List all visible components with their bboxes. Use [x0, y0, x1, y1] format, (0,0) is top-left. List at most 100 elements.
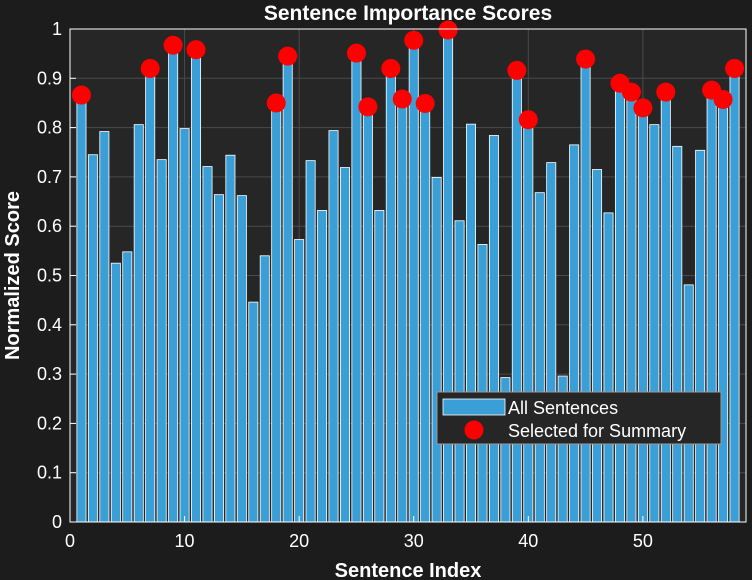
- markers-layer: [71, 20, 745, 130]
- selected-marker: [392, 89, 412, 109]
- chart-title: Sentence Importance Scores: [264, 2, 552, 25]
- bar: [637, 107, 648, 523]
- bar: [580, 58, 591, 523]
- bar: [259, 255, 270, 523]
- bar: [488, 135, 499, 523]
- bar: [431, 176, 442, 523]
- selected-marker: [621, 82, 641, 102]
- bar: [466, 123, 477, 523]
- bar: [271, 102, 282, 523]
- bar: [328, 130, 339, 523]
- bar: [110, 262, 121, 523]
- y-tick-label: 0.2: [37, 413, 62, 433]
- y-tick-label: 0.1: [37, 463, 62, 483]
- bar: [362, 106, 373, 523]
- x-tick-label: 0: [65, 531, 75, 551]
- bar: [397, 98, 408, 523]
- bar: [374, 210, 385, 523]
- bar: [420, 103, 431, 523]
- selected-marker: [358, 97, 378, 117]
- bar: [443, 29, 454, 523]
- selected-marker: [507, 60, 527, 80]
- bar: [351, 52, 362, 523]
- y-tick-label: 0.3: [37, 364, 62, 384]
- selected-marker: [186, 40, 206, 60]
- y-tick-label: 0.7: [37, 167, 62, 187]
- bar: [626, 91, 637, 523]
- selected-marker: [163, 35, 183, 55]
- bar: [706, 89, 717, 523]
- bar: [294, 239, 305, 523]
- bar: [385, 68, 396, 523]
- bar: [523, 119, 534, 523]
- selected-marker: [381, 58, 401, 78]
- bar: [191, 49, 202, 523]
- bar: [603, 212, 614, 523]
- bar: [145, 68, 156, 523]
- y-tick-label: 0.8: [37, 118, 62, 138]
- y-tick-label: 0: [52, 512, 62, 532]
- bar: [592, 169, 603, 523]
- selected-marker: [415, 93, 435, 113]
- x-tick-label: 30: [404, 531, 424, 551]
- bar: [76, 94, 87, 523]
- legend-label-all-sentences: All Sentences: [508, 398, 618, 418]
- x-axis-label: Sentence Index: [335, 560, 482, 580]
- bar: [179, 128, 190, 523]
- bar: [477, 244, 488, 523]
- bar: [305, 160, 316, 523]
- bar: [718, 99, 729, 523]
- bar: [282, 55, 293, 523]
- bar: [225, 154, 236, 523]
- y-tick-label: 0.6: [37, 216, 62, 236]
- selected-marker: [576, 49, 596, 69]
- legend-marker-swatch: [464, 420, 484, 440]
- legend-label-selected: Selected for Summary: [508, 421, 686, 441]
- bar: [546, 162, 557, 523]
- bar: [213, 194, 224, 523]
- bar: [317, 210, 328, 523]
- bar: [168, 44, 179, 523]
- selected-marker: [518, 110, 538, 130]
- selected-marker: [725, 58, 745, 78]
- y-tick-label: 0.5: [37, 266, 62, 286]
- bar: [339, 167, 350, 523]
- y-tick-label: 1: [52, 19, 62, 39]
- selected-marker: [713, 89, 733, 109]
- bar: [156, 159, 167, 523]
- x-tick-label: 50: [633, 531, 653, 551]
- bar: [99, 131, 110, 523]
- bar: [672, 145, 683, 523]
- selected-marker: [404, 30, 424, 50]
- bar: [202, 166, 213, 523]
- selected-marker: [266, 93, 286, 113]
- bar: [534, 192, 545, 523]
- ticks-layer: 0 10 20 30 40 50 0 0.1 0.2 0.3 0.4 0.5 0.6 0.7 0.8 0.9 1: [37, 19, 653, 551]
- y-tick-label: 0.9: [37, 68, 62, 88]
- bar: [236, 195, 247, 523]
- bar: [248, 301, 259, 523]
- x-tick-label: 40: [518, 531, 538, 551]
- bar: [695, 149, 706, 523]
- bar: [729, 68, 740, 523]
- bar: [122, 251, 133, 523]
- y-axis-label: Normalized Score: [2, 191, 24, 360]
- bar: [87, 154, 98, 523]
- selected-marker: [140, 58, 160, 78]
- x-tick-label: 10: [175, 531, 195, 551]
- bar: [454, 220, 465, 523]
- bar: [133, 124, 144, 523]
- bar: [614, 82, 625, 523]
- selected-marker: [71, 85, 91, 105]
- selected-marker: [438, 20, 458, 40]
- selected-marker: [656, 82, 676, 102]
- legend-bar-swatch: [442, 398, 506, 416]
- bar: [511, 70, 522, 523]
- bar: [569, 144, 580, 523]
- selected-marker: [278, 46, 298, 66]
- selected-marker: [346, 43, 366, 63]
- selected-marker: [633, 98, 653, 118]
- bar: [649, 124, 660, 523]
